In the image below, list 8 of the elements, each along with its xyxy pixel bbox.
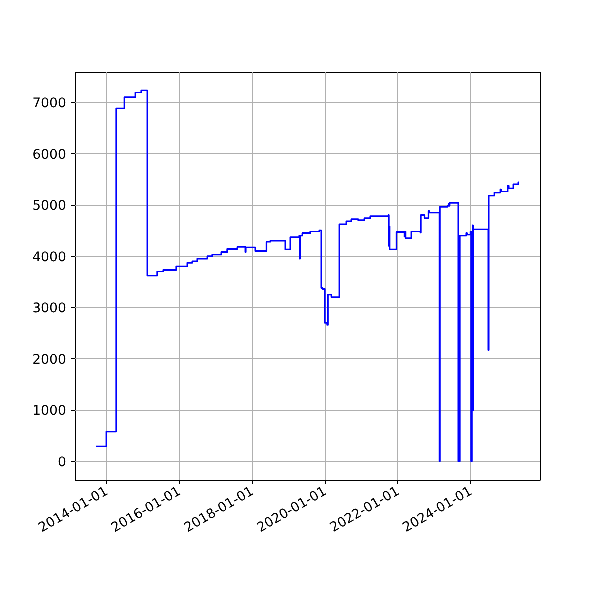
y-tick-label: 5000	[32, 199, 67, 214]
y-tick-label: 6000	[32, 148, 67, 163]
y-tick-label: 3000	[32, 302, 67, 317]
y-tick-label: 0	[58, 456, 67, 471]
y-tick-label: 2000	[32, 352, 67, 368]
y-tick-label: 4000	[32, 250, 67, 266]
y-tick-label: 1000	[32, 404, 67, 420]
y-tick-label: 7000	[32, 96, 67, 112]
